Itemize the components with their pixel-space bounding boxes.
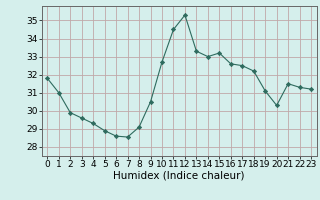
X-axis label: Humidex (Indice chaleur): Humidex (Indice chaleur) [114,171,245,181]
